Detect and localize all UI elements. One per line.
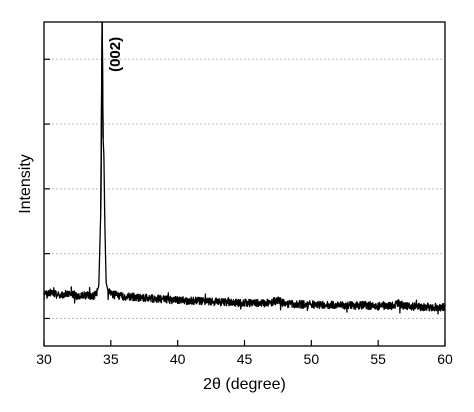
x-axis-label: 2θ (degree) xyxy=(203,376,286,393)
grid-layer xyxy=(44,58,445,319)
peak-annotation-0: (002) xyxy=(107,37,124,72)
x-tick-label-6: 60 xyxy=(437,351,453,367)
x-tick-label-1: 35 xyxy=(103,351,119,367)
x-tick-label-0: 30 xyxy=(36,351,52,367)
series-line-0 xyxy=(43,21,446,315)
x-tick-label-3: 45 xyxy=(237,351,253,367)
x-tick-label-4: 50 xyxy=(304,351,320,367)
x-tick-label-5: 55 xyxy=(370,351,386,367)
x-tick-label-2: 40 xyxy=(170,351,186,367)
peak-fall xyxy=(101,21,104,139)
y-axis-label: Intensity xyxy=(17,154,34,214)
tick-layer xyxy=(43,58,446,346)
label-layer: 30 35 40 45 50 55 60 2θ (degree) Intensity (002) xyxy=(17,37,453,393)
series-layer xyxy=(43,21,446,315)
